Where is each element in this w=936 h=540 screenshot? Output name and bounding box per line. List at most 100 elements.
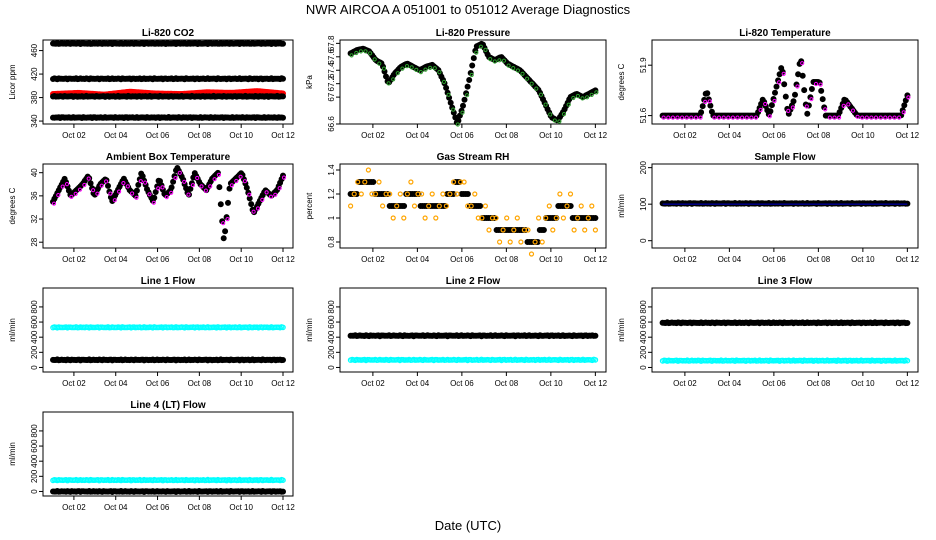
data-point	[168, 184, 175, 191]
accent-point	[561, 112, 567, 117]
accent-point	[414, 67, 419, 73]
series-alternate	[50, 324, 286, 331]
accent-point	[860, 115, 865, 120]
accent-point	[846, 102, 851, 107]
accent-point	[443, 203, 449, 209]
x-tick-label: Oct 06	[762, 379, 786, 388]
accent-point	[441, 79, 447, 85]
accent-point	[813, 81, 819, 87]
y-axis-label: ml/min	[617, 194, 626, 218]
panel-title: Li-820 Pressure	[436, 28, 511, 39]
y-tick-label: 1	[327, 215, 336, 220]
y-axis-label: ml/min	[305, 318, 314, 342]
panel-4: Gas Stream RH 0.8 1 1.2 1.4 percent Oct 02 Oct …	[305, 152, 608, 264]
y-tick-label: 380	[30, 90, 39, 104]
panel-3: Ambient Box Temperature 28 32 36 40 degrees C…	[8, 152, 295, 264]
accent-point	[91, 188, 96, 193]
accent-point	[758, 107, 763, 113]
accent-point	[281, 175, 287, 180]
data-point	[447, 99, 454, 106]
accent-point	[381, 66, 387, 71]
y-tick-label: 0	[639, 238, 648, 243]
x-tick-label: Oct 08	[807, 131, 831, 140]
accent-point	[493, 215, 499, 221]
x-tick-label: Oct 10	[229, 503, 253, 512]
data-point	[540, 227, 547, 234]
x-tick-label: Oct 08	[188, 131, 212, 140]
accent-point	[837, 115, 842, 120]
accent-point	[726, 115, 731, 120]
panel-frame	[42, 39, 294, 125]
data-point	[280, 488, 287, 495]
accent-point	[134, 195, 139, 200]
accent-point	[190, 183, 195, 188]
accent-point	[372, 57, 377, 62]
data-point	[219, 218, 226, 225]
panel-frame	[651, 163, 919, 249]
series-line-flow	[347, 332, 599, 340]
accent-point	[546, 203, 552, 209]
accent-point	[474, 50, 479, 55]
data-point	[443, 84, 450, 91]
data-point	[904, 320, 911, 327]
accent-point	[225, 217, 230, 222]
x-tick-label: Oct 06	[762, 131, 786, 140]
accent-point	[504, 215, 510, 221]
data-point	[781, 81, 788, 88]
series-line-flow	[49, 488, 287, 496]
x-tick-label: Oct 06	[762, 255, 786, 264]
accent-point	[173, 176, 178, 181]
y-tick-label: 800	[327, 300, 336, 314]
accent-point	[740, 115, 745, 120]
accent-point	[887, 115, 893, 120]
accent-point	[368, 51, 373, 56]
data-point	[87, 180, 94, 187]
accent-point	[772, 98, 777, 104]
x-tick-label: Oct 04	[406, 379, 430, 388]
accent-point	[548, 112, 553, 117]
y-tick-label: 200	[30, 469, 39, 483]
y-tick-label: 600	[327, 315, 336, 329]
data-point	[592, 332, 599, 339]
accent-point	[138, 179, 143, 184]
y-tick-label: 0	[639, 365, 648, 370]
accent-point	[408, 179, 414, 185]
accent-point	[64, 182, 70, 187]
accent-point	[380, 203, 386, 209]
data-point	[704, 90, 711, 97]
accent-point	[535, 215, 542, 221]
data-point	[902, 97, 909, 104]
data-point	[698, 109, 705, 116]
series-upper-standard	[49, 39, 287, 47]
data-point	[768, 102, 775, 109]
y-tick-label: 66.6	[327, 116, 336, 132]
accent-point	[411, 203, 418, 209]
data-point	[280, 324, 286, 331]
data-point	[592, 215, 599, 222]
data-point	[469, 62, 476, 69]
panel-title: Li-820 CO2	[142, 28, 195, 39]
x-tick-label: Oct 04	[104, 131, 128, 140]
accent-point	[349, 53, 354, 58]
accent-point	[864, 115, 869, 120]
accent-point	[557, 191, 563, 197]
accent-point	[429, 191, 435, 197]
x-tick-label: Oct 02	[62, 503, 86, 512]
accent-point	[578, 203, 584, 209]
x-tick-label: Oct 06	[450, 255, 474, 264]
accent-point	[552, 118, 557, 123]
accent-point	[841, 103, 846, 109]
y-tick-label: 40	[30, 168, 39, 177]
accent-point	[698, 115, 703, 120]
accent-point	[121, 181, 126, 186]
accent-point	[790, 105, 796, 110]
x-tick-label: Oct 04	[718, 255, 742, 264]
accent-point	[203, 188, 208, 193]
data-point	[104, 182, 111, 189]
y-tick-label: 460	[30, 43, 39, 57]
accent-point	[221, 221, 226, 226]
x-tick-label: Oct 06	[450, 379, 474, 388]
y-tick-label: 400	[327, 330, 336, 344]
accent-point	[735, 115, 740, 120]
